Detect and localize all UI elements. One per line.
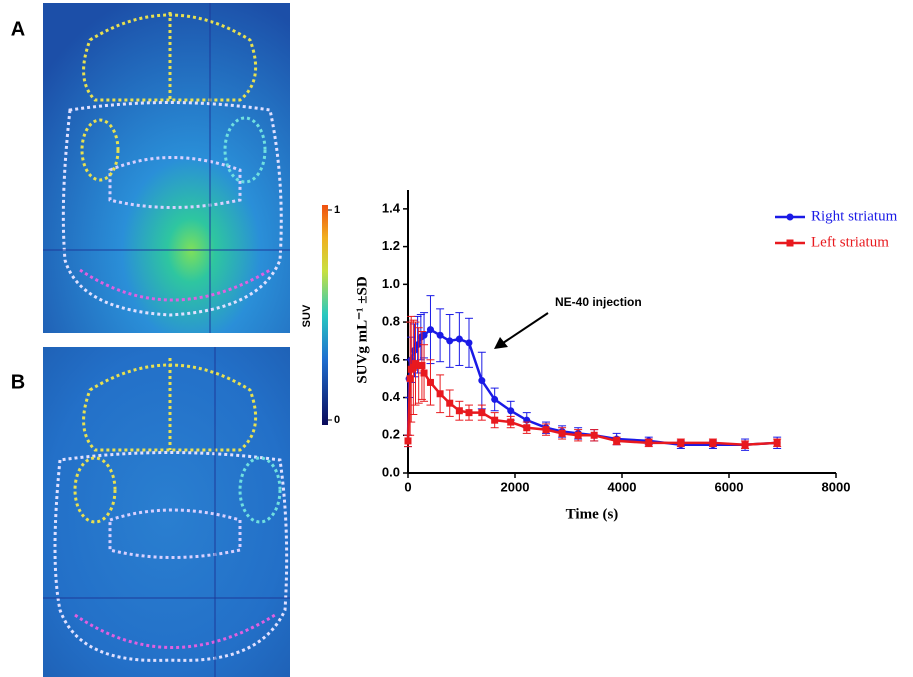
marker xyxy=(507,419,514,426)
panel-label: B xyxy=(11,371,25,393)
marker xyxy=(465,409,472,416)
marker xyxy=(645,439,652,446)
marker xyxy=(421,370,428,377)
y-tick-label: 0.2 xyxy=(382,427,400,442)
marker xyxy=(446,400,453,407)
marker xyxy=(559,430,566,437)
marker xyxy=(427,326,434,333)
marker xyxy=(456,336,463,343)
y-axis-label: SUVg mL⁻¹ ±SD xyxy=(354,276,370,383)
marker xyxy=(543,426,550,433)
colorbar-tick-label: 0 xyxy=(334,414,340,426)
annotation-arrowhead xyxy=(494,337,508,349)
marker xyxy=(613,437,620,444)
x-axis-label: Time (s) xyxy=(566,506,619,522)
annotation-arrow xyxy=(503,313,548,343)
marker xyxy=(405,437,412,444)
marker xyxy=(456,407,463,414)
brain-image-a xyxy=(43,3,290,333)
marker xyxy=(709,439,716,446)
colorbar xyxy=(322,205,328,425)
y-tick-label: 1.2 xyxy=(382,238,400,253)
marker xyxy=(478,409,485,416)
panel-label: A xyxy=(11,18,25,40)
x-tick-label: 6000 xyxy=(715,479,744,494)
marker xyxy=(407,375,414,382)
legend-marker xyxy=(787,240,794,247)
marker xyxy=(507,407,514,414)
y-tick-label: 0.8 xyxy=(382,314,400,329)
marker xyxy=(523,424,530,431)
marker xyxy=(491,396,498,403)
marker xyxy=(491,417,498,424)
marker xyxy=(677,439,684,446)
marker xyxy=(575,432,582,439)
marker xyxy=(437,390,444,397)
y-tick-label: 1.4 xyxy=(382,200,401,215)
legend-label: Right striatum xyxy=(811,208,898,224)
marker xyxy=(591,432,598,439)
marker xyxy=(742,441,749,448)
x-tick-label: 8000 xyxy=(822,479,851,494)
marker xyxy=(465,339,472,346)
colorbar-title: SUV xyxy=(301,304,313,327)
marker xyxy=(774,439,781,446)
y-tick-label: 0.6 xyxy=(382,351,400,366)
x-tick-label: 4000 xyxy=(608,479,637,494)
brain-image-b xyxy=(43,347,290,677)
x-tick-label: 2000 xyxy=(501,479,530,494)
legend-marker xyxy=(787,214,794,221)
marker xyxy=(418,362,425,369)
annotation: NE-40 injection xyxy=(555,295,642,309)
figure: A B SUV 0 1 0.0 0.2 0.4 0.6 0.8 1.0 1.2 1.4 0 2000 4… xyxy=(0,0,913,677)
x-tick-label: 0 xyxy=(404,479,411,494)
marker xyxy=(427,379,434,386)
y-tick-label: 0.4 xyxy=(382,389,401,404)
colorbar-tick-label: 1 xyxy=(334,204,340,216)
marker xyxy=(437,332,444,339)
marker xyxy=(446,337,453,344)
y-tick-label: 1.0 xyxy=(382,276,400,291)
marker xyxy=(478,377,485,384)
series-line xyxy=(408,330,777,445)
y-tick-label: 0.0 xyxy=(382,464,400,479)
legend-label: Left striatum xyxy=(811,234,889,250)
